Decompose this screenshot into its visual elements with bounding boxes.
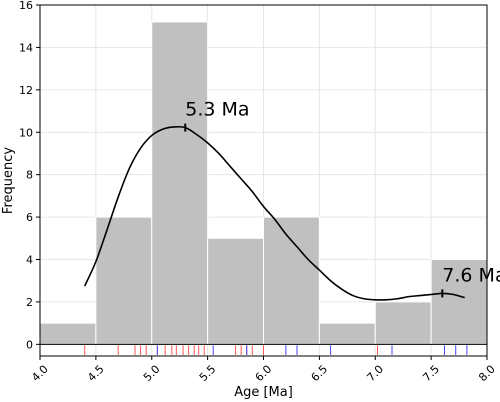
x-tick-label: 8.0 <box>476 363 498 385</box>
peak-label: 5.3 Ma <box>185 99 249 121</box>
histogram-bar <box>207 237 264 345</box>
y-tick-label: 2 <box>26 296 33 309</box>
x-tick-label: 4.0 <box>29 363 51 385</box>
peak-markers: 5.3 Ma 7.6 Ma <box>184 99 500 298</box>
y-tick-label: 10 <box>19 126 33 139</box>
y-tick-label: 12 <box>19 84 33 97</box>
y-tick-label: 0 <box>26 338 33 351</box>
y-axis-ticks: 0 2 4 6 8 10 12 14 16 <box>19 0 40 351</box>
y-tick-label: 16 <box>19 0 33 12</box>
density-curve <box>83 125 465 301</box>
y-tick-label: 4 <box>26 254 33 267</box>
y-tick-label: 8 <box>26 169 33 182</box>
x-tick-label: 6.0 <box>253 363 275 385</box>
histogram-bar <box>151 21 209 345</box>
rug-marks <box>84 345 468 355</box>
y-axis-title: Frequency <box>1 147 16 214</box>
x-axis-ticks: 4.0 4.5 5.0 5.5 6.0 6.5 7.0 7.5 8.0 <box>29 356 498 384</box>
histogram-bars <box>39 21 488 345</box>
x-tick-label: 5.0 <box>141 363 163 385</box>
x-axis-title: Age [Ma] <box>234 385 293 400</box>
histogram-bar <box>318 322 376 345</box>
x-tick-label: 7.0 <box>364 363 386 385</box>
x-tick-label: 7.5 <box>420 363 442 385</box>
histogram-bar <box>430 259 488 345</box>
x-tick-label: 5.5 <box>197 363 219 385</box>
histogram-bar <box>39 322 97 345</box>
histogram-bar <box>374 301 432 345</box>
histogram-bar <box>263 216 320 345</box>
y-tick-label: 6 <box>26 211 33 224</box>
y-tick-label: 14 <box>19 41 33 54</box>
peak-label: 7.6 Ma <box>442 264 500 286</box>
x-tick-label: 6.5 <box>309 363 331 385</box>
x-tick-label: 4.5 <box>85 363 107 385</box>
